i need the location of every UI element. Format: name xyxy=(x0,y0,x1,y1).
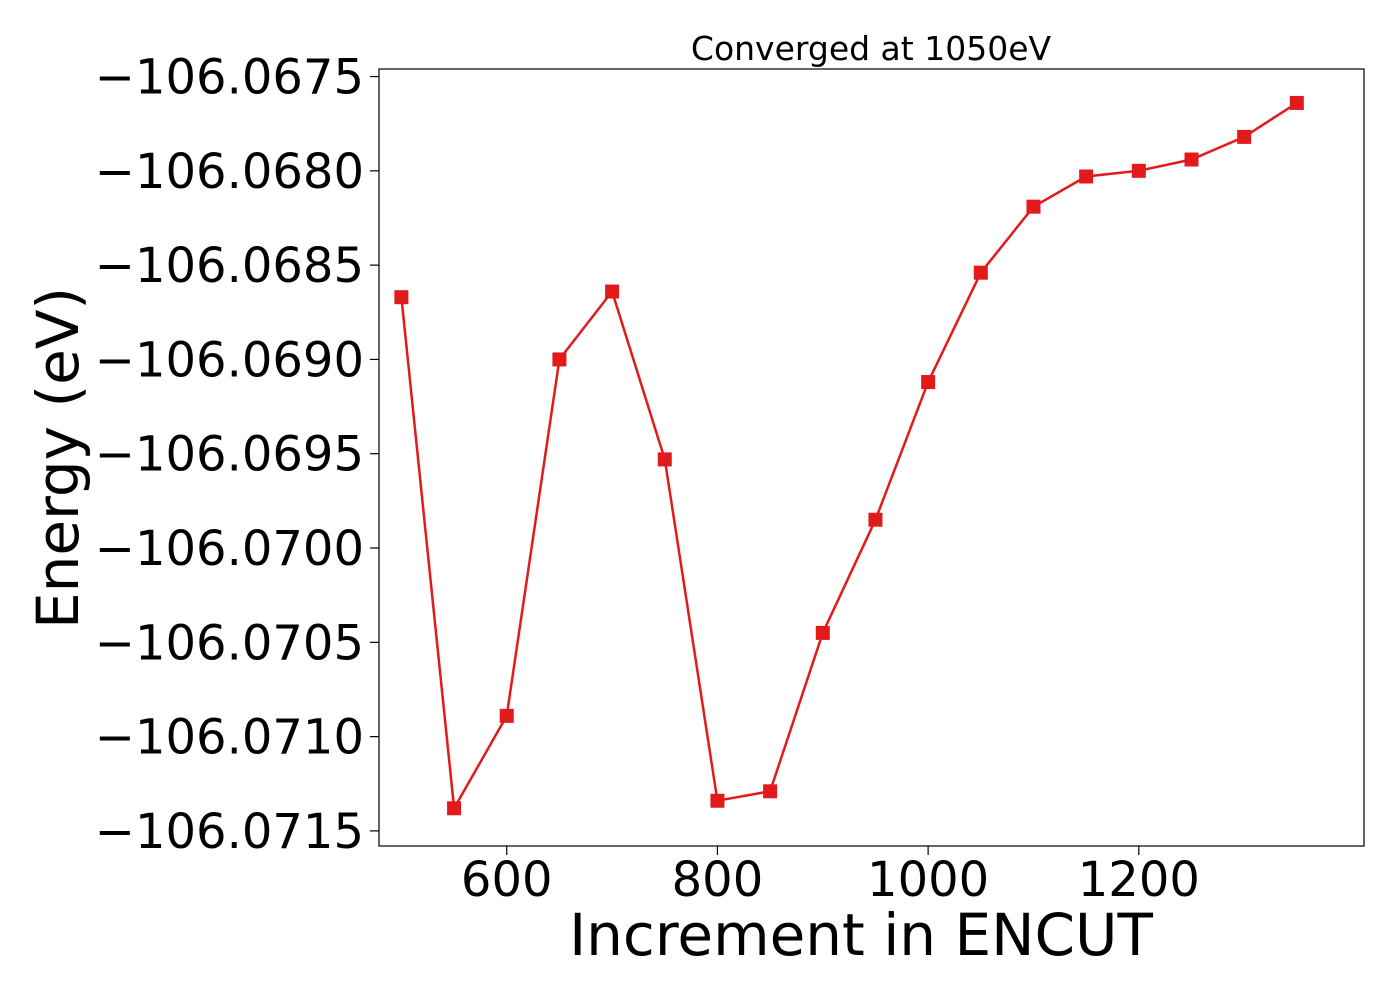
plot-frame xyxy=(378,68,1365,847)
data-point xyxy=(605,284,620,299)
y-axis-label: Energy (eV) xyxy=(24,287,92,629)
data-point xyxy=(447,801,462,816)
data-point xyxy=(710,793,725,808)
data-point xyxy=(1079,169,1094,184)
y-tick-label: −106.0700 xyxy=(95,521,364,577)
chart-title: Converged at 1050eV xyxy=(691,29,1052,68)
data-point xyxy=(1237,129,1252,144)
data-point xyxy=(763,784,778,799)
data-point xyxy=(1289,95,1304,110)
data-point xyxy=(552,352,567,367)
data-point xyxy=(1026,199,1041,214)
y-tick-label: −106.0695 xyxy=(95,427,364,483)
series-line xyxy=(400,101,1298,813)
y-axis: −106.0715 −106.0710 −106.0705 −106.0700 −106… xyxy=(95,50,379,860)
data-point xyxy=(394,290,409,305)
series-markers xyxy=(394,95,1304,816)
x-axis-label: Increment in ENCUT xyxy=(569,901,1153,969)
y-tick-label: −106.0680 xyxy=(95,144,364,200)
y-tick-label: −106.0690 xyxy=(95,332,364,388)
y-tick-label: −106.0705 xyxy=(95,615,364,671)
data-point xyxy=(1184,152,1199,167)
data-point xyxy=(1131,163,1146,178)
y-tick-label: −106.0675 xyxy=(95,50,364,106)
x-tick-label: 800 xyxy=(672,852,764,908)
x-axis: 600 800 1000 1200 xyxy=(461,846,1200,908)
x-tick-label: 1200 xyxy=(1078,852,1200,908)
data-point xyxy=(921,375,936,390)
y-tick-label: −106.0710 xyxy=(95,710,364,766)
data-point xyxy=(973,265,988,280)
y-tick-label: −106.0685 xyxy=(95,238,364,294)
x-tick-label: 600 xyxy=(461,852,553,908)
data-point xyxy=(499,708,514,723)
y-tick-label: −106.0715 xyxy=(95,804,364,860)
x-tick-label: 1000 xyxy=(867,852,989,908)
data-point xyxy=(815,625,830,640)
data-point xyxy=(657,452,672,467)
data-point xyxy=(868,512,883,527)
